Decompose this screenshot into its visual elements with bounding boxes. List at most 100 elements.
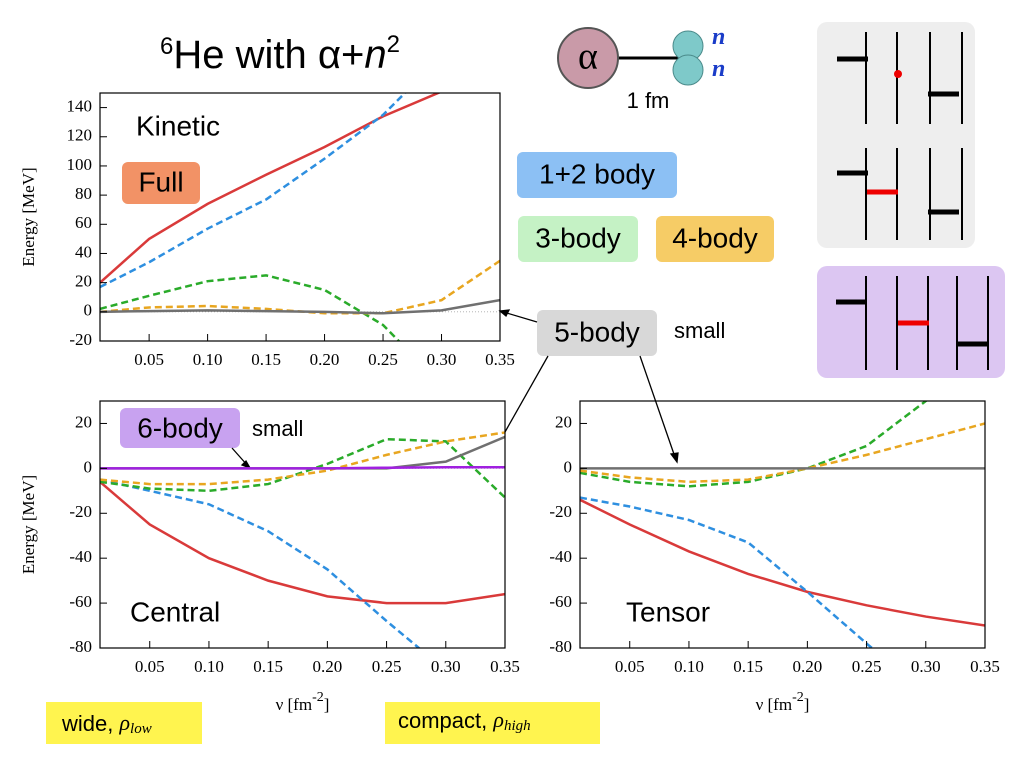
title-sup2: 2: [387, 31, 400, 58]
y-tick-label: -60: [69, 592, 92, 611]
y-tick-label: 0: [84, 457, 93, 476]
y-tick-label: 20: [75, 412, 92, 431]
y-tick-label: 140: [67, 96, 93, 115]
x-tick-label: 0.30: [427, 350, 457, 369]
x-tick-label: 0.20: [792, 657, 822, 676]
plot: [100, 93, 500, 341]
y-tick-label: 0: [564, 457, 573, 476]
chart-title: Tensor: [626, 596, 710, 627]
series-line: [580, 498, 985, 627]
note: small: [674, 318, 725, 343]
note-text: wide,: [61, 711, 119, 736]
x-label-end: ]: [324, 695, 330, 714]
legend-box: [517, 152, 677, 198]
x-tick-label: 0.25: [372, 657, 402, 676]
y-tick-label: -20: [69, 502, 92, 521]
y-axis-label: Energy [MeV]: [19, 167, 38, 266]
x-axis-label: ν [fm-2]: [276, 690, 330, 714]
y-tick-label: 120: [67, 126, 93, 145]
x-axis-label: ν [fm-2]: [756, 690, 810, 714]
note-box: [46, 702, 202, 744]
x-tick-label: 0.15: [251, 350, 281, 369]
title-main: He with α+: [173, 33, 364, 77]
series-line: [100, 478, 421, 648]
title-n: n: [364, 33, 386, 77]
series-line: [100, 93, 407, 289]
rho-sub: high: [504, 718, 531, 734]
y-tick-label: -60: [549, 592, 572, 611]
diagram-lines: [865, 276, 989, 370]
slide-title: 6He with α+n2: [160, 31, 400, 77]
y-tick-label: 20: [75, 272, 92, 291]
note: compact, ρhigh: [398, 707, 531, 734]
series-line: [100, 259, 500, 315]
x-label-sup: -2: [792, 690, 804, 705]
rho: ρ: [118, 710, 130, 735]
diagram-levels: [837, 56, 959, 215]
legend-box: [518, 216, 638, 262]
note: wide, ρlow: [61, 710, 152, 737]
neutron-label: n: [712, 24, 725, 50]
legend-box: [122, 162, 200, 204]
series-line: [580, 422, 985, 484]
legend-label: Full: [138, 166, 183, 197]
series-line: [100, 274, 401, 341]
legend-box: [537, 310, 657, 356]
neutron: [672, 54, 704, 86]
series-line: [100, 431, 505, 486]
x-label-end: ]: [804, 695, 810, 714]
diagram-box: [817, 22, 975, 248]
plot-frame: [99, 400, 506, 649]
series-line: [100, 465, 505, 470]
x-tick-label: 0.10: [193, 350, 223, 369]
y-tick-label: -40: [549, 547, 572, 566]
x-tick-label: 0.35: [485, 350, 515, 369]
x-tick-label: 0.10: [674, 657, 704, 676]
plot: [100, 431, 505, 648]
y-tick-label: 20: [555, 412, 572, 431]
legend-label: 1+2 body: [539, 158, 655, 189]
diagram-dot: [894, 70, 902, 78]
rho-sub: low: [130, 721, 152, 737]
y-tick-label: -20: [549, 502, 572, 521]
x-tick-label: 0.35: [970, 657, 1000, 676]
y-tick-label: -80: [69, 637, 92, 656]
x-tick-label: 0.30: [431, 657, 461, 676]
legend-label: 4-body: [672, 222, 758, 253]
x-tick-label: 0.05: [615, 657, 645, 676]
x-label-sup: -2: [312, 690, 324, 705]
plot-frame: [579, 400, 986, 649]
y-tick-label: 40: [75, 242, 92, 261]
plot: [580, 401, 985, 648]
plot-frame: [99, 92, 501, 342]
x-tick-label: 0.10: [194, 657, 224, 676]
series-line: [100, 93, 442, 284]
x-tick-label: 0.20: [312, 657, 342, 676]
series-line: [580, 496, 874, 648]
chart-title: Kinetic: [136, 110, 220, 141]
x-tick-label: 0.25: [368, 350, 398, 369]
x-label-main: ν [fm: [276, 695, 312, 714]
neutron-label: n: [712, 56, 725, 82]
y-axis-label: Energy [MeV]: [19, 475, 38, 574]
y-tick-label: 60: [75, 213, 92, 232]
note: small: [252, 416, 303, 441]
y-tick-label: 80: [75, 184, 92, 203]
y-tick-label: -40: [69, 547, 92, 566]
y-tick-label: -20: [69, 330, 92, 349]
x-tick-label: 0.35: [490, 657, 520, 676]
x-label-main: ν [fm: [756, 695, 792, 714]
title-sup: 6: [160, 33, 173, 60]
x-tick-label: 0.15: [253, 657, 283, 676]
alpha-label: α: [578, 36, 598, 78]
x-tick-label: 0.15: [733, 657, 763, 676]
x-tick-label: 0.05: [134, 350, 164, 369]
x-tick-label: 0.25: [852, 657, 882, 676]
y-tick-label: 100: [67, 155, 93, 174]
chart-title: Central: [130, 596, 220, 627]
legend-label: 6-body: [137, 412, 223, 443]
legend-box: [656, 216, 774, 262]
rho: ρ: [492, 707, 504, 732]
